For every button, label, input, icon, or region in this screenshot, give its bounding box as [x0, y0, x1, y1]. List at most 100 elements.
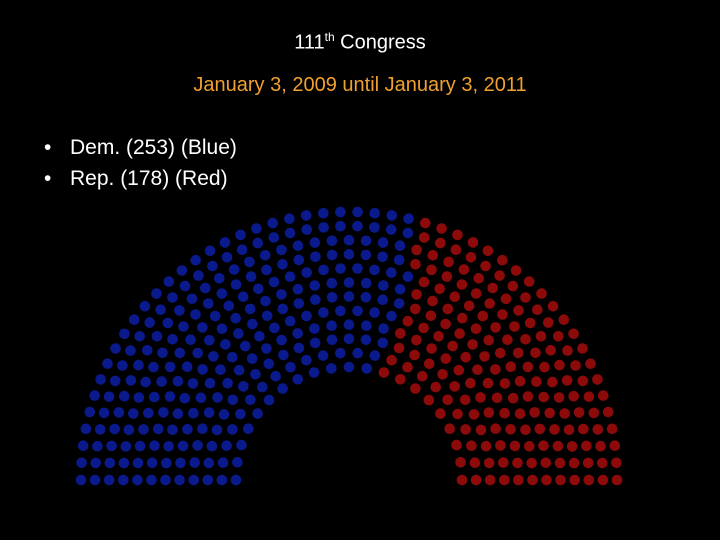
seat-dem	[369, 264, 380, 276]
seat-rep	[507, 392, 519, 404]
seat-dem	[143, 407, 154, 419]
seat-dem	[146, 457, 158, 469]
seat-rep	[444, 423, 456, 435]
seat-rep	[456, 279, 468, 290]
seat-rep	[578, 423, 589, 435]
seat-dem	[232, 457, 243, 468]
seat-dem	[192, 347, 203, 359]
seat-dem	[133, 392, 145, 403]
seat-dem	[402, 271, 414, 283]
seat-dem	[292, 374, 304, 385]
seat-rep	[509, 321, 520, 332]
seat-rep	[559, 408, 570, 419]
seat-rep	[463, 300, 475, 312]
seat-rep	[538, 440, 549, 452]
seat-dem	[151, 331, 163, 342]
seat-rep	[469, 457, 481, 469]
seat-dem	[276, 289, 287, 300]
seat-rep	[490, 364, 501, 375]
seat-rep	[418, 232, 430, 243]
seat-dem	[90, 457, 101, 469]
seat-dem	[245, 271, 257, 282]
seat-rep	[545, 345, 556, 356]
seat-dem	[128, 408, 139, 419]
seat-dem	[369, 207, 381, 219]
seat-dem	[259, 250, 271, 261]
seat-dem	[222, 377, 233, 389]
seat-dem	[252, 283, 264, 295]
seat-rep	[491, 392, 503, 404]
seat-rep	[449, 381, 461, 392]
seat-dem	[292, 283, 304, 295]
seat-rep	[454, 328, 465, 339]
seat-dem	[118, 457, 130, 469]
seat-dem	[261, 310, 273, 322]
seat-dem	[133, 359, 144, 371]
seat-dem	[220, 339, 231, 350]
seat-dem	[155, 304, 166, 316]
seat-dem	[142, 345, 153, 356]
seat-rep	[498, 457, 509, 468]
seat-dem	[233, 364, 245, 376]
seat-dem	[204, 245, 216, 257]
seat-dem	[335, 263, 346, 274]
seat-rep	[611, 457, 622, 469]
seat-dem	[203, 298, 214, 309]
seat-rep	[507, 280, 519, 292]
seat-rep	[482, 245, 494, 257]
seat-dem	[227, 351, 238, 363]
seat-dem	[335, 220, 346, 232]
seat-rep	[502, 334, 513, 346]
seat-dem	[185, 334, 196, 346]
seat-dem	[393, 254, 405, 266]
seat-dem	[394, 283, 406, 295]
seat-rep	[483, 457, 495, 469]
seat-rep	[452, 408, 463, 420]
seat-dem	[263, 394, 275, 406]
seat-rep	[524, 441, 535, 452]
seat-dem	[276, 334, 287, 346]
seat-rep	[467, 339, 478, 350]
seat-dem	[292, 240, 304, 251]
seat-rep	[402, 315, 414, 327]
seat-rep	[524, 317, 536, 329]
seat-dem	[167, 334, 178, 345]
seat-dem	[195, 392, 207, 404]
seat-dem	[167, 292, 178, 303]
seat-dem	[335, 206, 346, 218]
seat-dem	[221, 440, 232, 452]
seat-rep	[566, 441, 578, 452]
seat-dem	[385, 224, 397, 235]
seat-dem	[252, 237, 263, 249]
seat-rep	[460, 351, 472, 363]
seat-rep	[520, 292, 531, 303]
seat-rep	[561, 375, 573, 386]
seat-rep	[577, 375, 589, 387]
seat-dem	[208, 351, 219, 362]
seat-dem	[227, 424, 238, 435]
seat-rep	[423, 358, 435, 370]
legend: • Dem. (253) (Blue) • Rep. (178) (Red)	[44, 132, 237, 194]
seat-rep	[582, 457, 594, 469]
seat-dem	[301, 310, 312, 322]
seat-rep	[512, 347, 524, 359]
seat-rep	[611, 474, 623, 486]
seat-rep	[480, 440, 492, 452]
seat-dem	[343, 234, 355, 246]
seat-dem	[377, 237, 389, 248]
seat-dem	[109, 375, 121, 387]
seat-dem	[227, 394, 239, 406]
seat-dem	[343, 249, 355, 260]
seat-dem	[293, 254, 305, 266]
seat-rep	[598, 390, 609, 401]
seat-rep	[484, 298, 496, 309]
seat-dem	[211, 424, 223, 436]
seat-dem	[309, 280, 321, 291]
seat-rep	[435, 237, 446, 249]
seat-dem	[228, 264, 240, 275]
seat-dem	[292, 328, 304, 339]
seat-dem	[204, 335, 215, 346]
seat-rep	[569, 474, 580, 486]
seat-dem	[178, 321, 189, 332]
seat-rep	[526, 457, 537, 469]
